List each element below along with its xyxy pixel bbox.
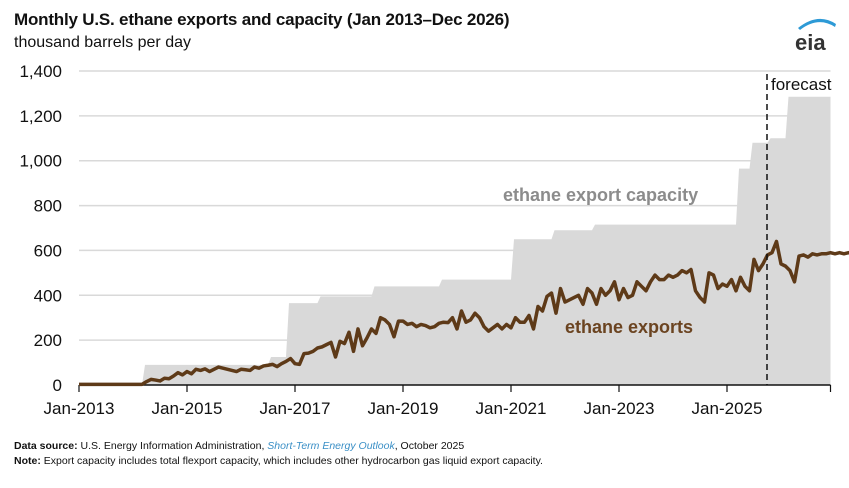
- capacity-label: ethane export capacity: [503, 185, 698, 205]
- forecast-label: forecast: [771, 75, 832, 94]
- x-tick-label: Jan-2015: [152, 399, 223, 418]
- x-tick-label: Jan-2021: [476, 399, 547, 418]
- x-tick-label: Jan-2013: [44, 399, 115, 418]
- exports-line: [79, 239, 849, 387]
- exports-label: ethane exports: [565, 317, 693, 337]
- y-tick-label: 400: [34, 286, 62, 305]
- source-date: , October 2025: [394, 440, 465, 452]
- x-tick-label: Jan-2019: [368, 399, 439, 418]
- chart-subtitle: thousand barrels per day: [14, 34, 191, 51]
- eia-logo-icon: eia: [795, 18, 836, 54]
- y-axis: 0 200 400 600 800 1,000 1,200 1,400: [19, 62, 62, 395]
- capacity-area: [79, 96, 831, 386]
- x-tick-label: Jan-2023: [584, 399, 655, 418]
- eia-logo-arc: [798, 18, 836, 30]
- y-tick-label: 200: [34, 331, 62, 350]
- y-tick-label: 800: [34, 197, 62, 216]
- data-source-note: Data source: U.S. Energy Information Adm…: [14, 440, 464, 452]
- y-tick-label: 1,200: [19, 107, 62, 126]
- x-tick-label: Jan-2017: [260, 399, 331, 418]
- y-tick-label: 1,400: [19, 62, 62, 81]
- chart-title: Monthly U.S. ethane exports and capacity…: [14, 10, 510, 29]
- source-label: Data source:: [14, 440, 78, 452]
- source-link[interactable]: Short-Term Energy Outlook: [267, 440, 395, 452]
- y-tick-label: 1,000: [19, 152, 62, 171]
- source-text: U.S. Energy Information Administration,: [80, 440, 265, 452]
- forecast-marker: forecast: [766, 74, 832, 385]
- annotations: ethane export capacity ethane exports: [503, 185, 698, 337]
- eia-logo-text: eia: [795, 30, 826, 54]
- footnote: Note: Export capacity includes total fle…: [14, 455, 543, 467]
- x-axis: Jan-2013 Jan-2015 Jan-2017 Jan-2019 Jan-2021…: [44, 384, 832, 418]
- exports-series: [79, 239, 849, 387]
- note-label: Note:: [14, 455, 41, 467]
- y-tick-label: 0: [53, 376, 62, 395]
- capacity-series: [79, 96, 831, 386]
- x-tick-label: Jan-2025: [692, 399, 763, 418]
- note-text: Export capacity includes total flexport …: [43, 455, 543, 467]
- y-tick-label: 600: [34, 241, 62, 260]
